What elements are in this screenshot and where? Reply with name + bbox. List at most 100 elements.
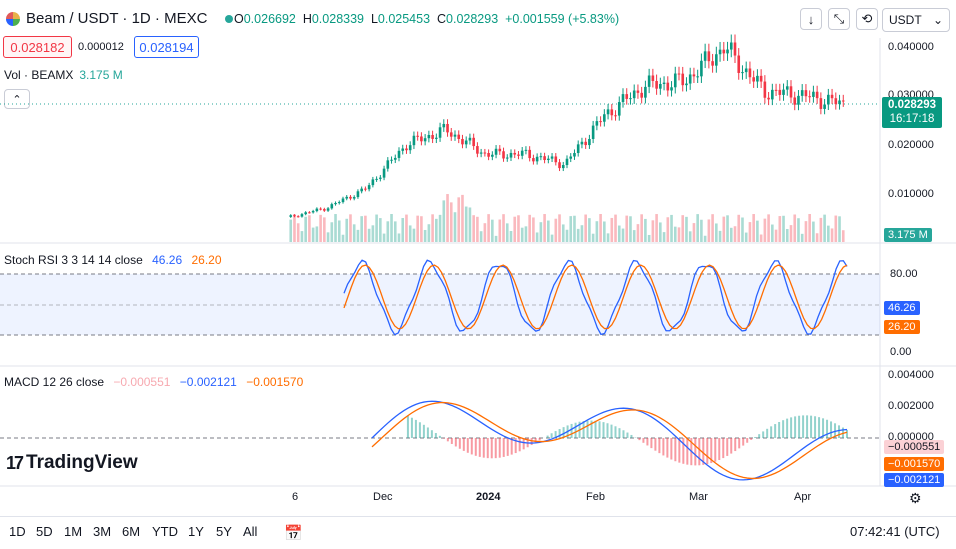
tradingview-logo[interactable]: 17 TradingView bbox=[6, 452, 138, 474]
macd-hist-bar bbox=[431, 430, 433, 438]
candle-body bbox=[338, 202, 341, 203]
volume-bar bbox=[465, 207, 468, 242]
macd-hist-bar bbox=[826, 420, 828, 438]
range-6m[interactable]: 6M bbox=[122, 524, 140, 539]
candle-body bbox=[323, 209, 326, 211]
volume-bar bbox=[730, 228, 733, 242]
candle-body bbox=[827, 95, 830, 105]
candle-body bbox=[469, 138, 472, 141]
volume-bar bbox=[741, 218, 744, 242]
volume-bar bbox=[476, 217, 479, 242]
volume-bar bbox=[558, 214, 561, 242]
volume-bar bbox=[831, 228, 834, 242]
candle-body bbox=[513, 153, 516, 155]
macd-hist-bar bbox=[587, 421, 589, 438]
macd-hist-bar bbox=[698, 438, 700, 465]
volume-bar bbox=[316, 226, 319, 242]
volume-bar bbox=[398, 233, 401, 242]
volume-bar bbox=[450, 202, 453, 242]
candle-body bbox=[603, 114, 606, 121]
candle-body bbox=[599, 121, 602, 122]
candle-body bbox=[454, 135, 457, 137]
volume-bar bbox=[756, 221, 759, 242]
macd-hist-bar bbox=[758, 434, 760, 438]
candle-body bbox=[588, 139, 591, 145]
volume-bar bbox=[360, 216, 363, 242]
macd-hist-bar bbox=[790, 417, 792, 438]
volume-bar bbox=[842, 230, 845, 242]
volume-bar bbox=[312, 228, 315, 242]
stoch-tick: 0.00 bbox=[890, 346, 911, 358]
macd-hist-bar bbox=[443, 438, 445, 439]
candle-body bbox=[752, 77, 755, 81]
macd-hist-value: −0.000551 bbox=[113, 375, 170, 389]
volume-bar bbox=[823, 215, 826, 242]
volume-bar bbox=[461, 195, 464, 242]
volume-bar bbox=[790, 225, 793, 242]
candle-body bbox=[428, 135, 431, 138]
candle-body bbox=[345, 197, 348, 199]
candle-body bbox=[353, 197, 356, 199]
candle-body bbox=[793, 97, 796, 104]
range-all[interactable]: All bbox=[243, 524, 257, 539]
date-range-icon[interactable]: 📅 bbox=[284, 524, 303, 542]
candle-body bbox=[330, 204, 333, 208]
volume-bar bbox=[670, 215, 673, 242]
candle-body bbox=[476, 146, 479, 154]
macd-hist-bar bbox=[770, 426, 772, 438]
candle-body bbox=[607, 109, 610, 114]
range-5d[interactable]: 5D bbox=[36, 524, 53, 539]
volume-bar bbox=[629, 216, 632, 242]
macd-hist-bar bbox=[630, 435, 632, 438]
range-1y[interactable]: 1Y bbox=[188, 524, 204, 539]
volume-bar bbox=[342, 235, 345, 242]
candle-body bbox=[308, 212, 311, 213]
utc-clock[interactable]: 07:42:41 (UTC) bbox=[850, 524, 940, 539]
candle-body bbox=[293, 215, 296, 216]
candle-body bbox=[401, 149, 404, 151]
volume-bar bbox=[820, 218, 823, 242]
volume-bar bbox=[394, 221, 397, 242]
volume-bar bbox=[327, 232, 330, 242]
macd-signal-tag: −0.001570 bbox=[884, 457, 944, 471]
candle-body bbox=[581, 142, 584, 145]
volume-bar bbox=[431, 214, 434, 242]
volume-bar bbox=[749, 222, 752, 242]
volume-bar bbox=[401, 218, 404, 242]
macd-tick: 0.004000 bbox=[888, 369, 934, 381]
macd-hist-bar bbox=[455, 438, 457, 446]
range-3m[interactable]: 3M bbox=[93, 524, 111, 539]
candle-body bbox=[472, 138, 475, 146]
volume-bar bbox=[797, 218, 800, 242]
volume-bar bbox=[734, 226, 737, 242]
candle-body bbox=[525, 150, 528, 151]
macd-hist-bar bbox=[746, 438, 748, 443]
macd-hist-bar bbox=[786, 419, 788, 438]
candle-body bbox=[465, 141, 468, 145]
range-1m[interactable]: 1M bbox=[64, 524, 82, 539]
volume-bar bbox=[454, 212, 457, 242]
candle-body bbox=[674, 74, 677, 88]
candle-body bbox=[778, 90, 781, 95]
macd-hist-bar bbox=[626, 433, 628, 438]
range-1d[interactable]: 1D bbox=[9, 524, 26, 539]
candle-body bbox=[334, 203, 337, 204]
macd-hist-bar bbox=[495, 438, 497, 458]
macd-value: −0.002121 bbox=[180, 375, 237, 389]
volume-bar bbox=[715, 223, 718, 242]
macd-line bbox=[372, 401, 847, 480]
range-5y[interactable]: 5Y bbox=[216, 524, 232, 539]
candle-body bbox=[394, 158, 397, 160]
candle-body bbox=[372, 179, 375, 185]
candle-body bbox=[831, 95, 834, 98]
macd-hist-bar bbox=[622, 430, 624, 438]
volume-bar bbox=[510, 231, 513, 242]
candle-body bbox=[711, 61, 714, 65]
volume-bar bbox=[372, 225, 375, 242]
candle-body bbox=[413, 136, 416, 145]
tv-logo-icon: 17 bbox=[6, 453, 22, 474]
range-ytd[interactable]: YTD bbox=[152, 524, 178, 539]
volume-bar bbox=[834, 216, 837, 242]
settings-gear-icon[interactable]: ⚙ bbox=[909, 490, 922, 507]
